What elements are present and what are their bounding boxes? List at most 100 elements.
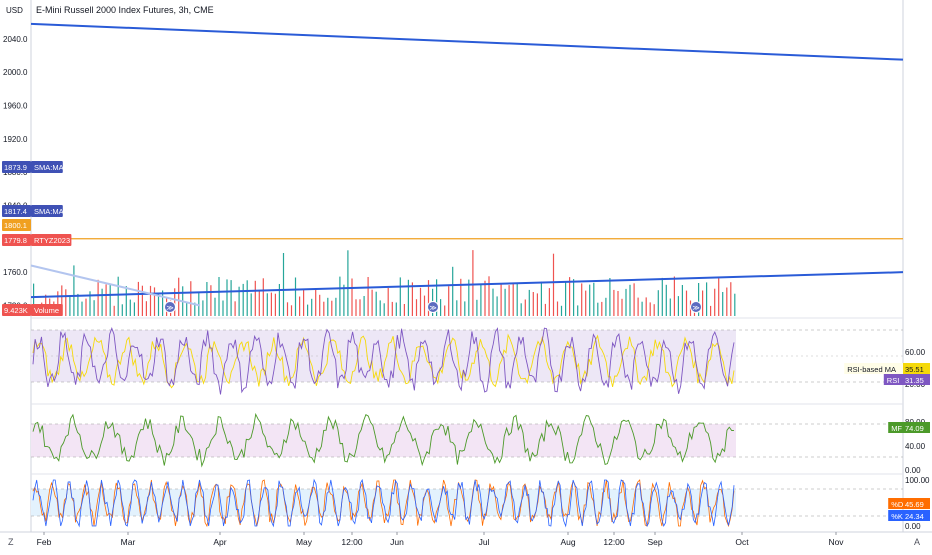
time-tick-label: Aug	[560, 537, 575, 547]
volume-bar	[548, 288, 550, 316]
volume-bar	[528, 289, 530, 316]
volume-bar	[149, 285, 152, 316]
volume-bar	[174, 288, 176, 316]
volume-bar	[383, 303, 385, 316]
time-tick-label: 12:00	[603, 537, 625, 547]
volume-bar	[61, 285, 63, 316]
volume-bar	[436, 279, 438, 316]
event-marker[interactable]: ≫	[690, 301, 702, 313]
volume-bar	[230, 280, 232, 316]
currency-label: USD	[6, 6, 23, 15]
trendline[interactable]	[30, 22, 904, 61]
volume-bar	[444, 305, 446, 316]
indicator-badge-value-bg	[903, 510, 930, 521]
indicator-badge-label-bg	[888, 422, 903, 433]
timezone-icon[interactable]: Z	[8, 537, 14, 547]
badge-layer: 1873.9 SMA:MA 1817.4 SMA:MA 1800.1 1779.8 RTYZ…	[2, 161, 930, 521]
price-tick-label: 1960.0	[3, 102, 28, 111]
volume-bar	[403, 304, 405, 316]
volume-bar	[286, 302, 289, 316]
volume-bar	[504, 288, 506, 316]
indicator-badge-value-bg	[903, 422, 930, 433]
auto-scale-button[interactable]: A	[914, 537, 920, 547]
volume-bar	[532, 292, 534, 316]
time-tick-label: Mar	[121, 537, 136, 547]
volume-bar	[101, 288, 103, 316]
trendline[interactable]	[30, 271, 904, 299]
event-marker-icon: ≫	[166, 305, 173, 312]
mfi-band	[31, 424, 736, 457]
volume-bar	[178, 277, 180, 316]
volume-bar	[601, 301, 603, 316]
rsi-line	[32, 326, 735, 395]
price-tick-label: 2000.0	[3, 68, 28, 77]
volume-bar	[423, 295, 426, 316]
volume-bar	[560, 305, 563, 316]
volume-bar	[540, 281, 542, 316]
volume-bar	[210, 285, 212, 316]
indicator-badge-label: RSI	[887, 376, 900, 385]
volume-bar	[734, 293, 736, 316]
volume-bar	[730, 282, 732, 316]
indicator-badge-label: RSI-based MA	[847, 365, 896, 374]
volume-bar	[141, 285, 143, 316]
rsi-ma-line	[32, 333, 735, 389]
event-marker-circle[interactable]	[164, 301, 176, 313]
volume-bar	[665, 284, 667, 316]
volume-bar	[343, 284, 345, 316]
volume-bar	[93, 300, 95, 316]
volume-bar	[299, 296, 301, 316]
volume-bar	[282, 253, 285, 316]
volume-bar	[613, 289, 615, 316]
price-badge-tag: SMA:MA	[34, 207, 64, 216]
price-layer	[30, 22, 904, 307]
volume-bar	[419, 287, 422, 316]
volume-bar	[81, 301, 83, 316]
event-marker[interactable]: ≫	[427, 301, 439, 313]
volume-bar	[492, 288, 494, 316]
volume-bar	[327, 297, 329, 316]
rsi-tick-label: 60.00	[905, 348, 926, 357]
volume-bar	[202, 300, 204, 316]
event-marker-circle[interactable]	[427, 301, 439, 313]
volume-bar	[399, 277, 401, 316]
indicator-badge-value-bg	[903, 498, 930, 509]
price-badge	[2, 161, 31, 173]
volume-bar	[565, 281, 567, 316]
price-badge	[2, 234, 31, 246]
stoch-k-line	[32, 478, 735, 528]
indicator-layer	[32, 326, 735, 528]
volume-bar	[726, 287, 728, 316]
volume-bar	[581, 283, 583, 316]
volume-bar	[331, 300, 333, 316]
volume-bar	[226, 279, 228, 316]
time-tick-label: Jul	[479, 537, 490, 547]
volume-bar	[113, 305, 115, 316]
event-marker-icon: ≫	[429, 305, 436, 312]
event-marker-circle[interactable]	[690, 301, 702, 313]
volume-bar	[117, 276, 119, 316]
volume-bar	[274, 293, 276, 316]
volume-bar	[629, 284, 631, 316]
volume-bar	[702, 290, 704, 316]
volume-bar	[556, 301, 559, 316]
volume-bar	[677, 296, 679, 316]
volume-bar	[89, 291, 91, 316]
indicator-badge-value: 35.51	[905, 365, 924, 374]
volume-bar	[427, 280, 430, 316]
volume-bar	[218, 277, 220, 316]
volume-bar	[33, 283, 35, 316]
price-badge	[2, 205, 31, 217]
volume-bar	[395, 302, 397, 316]
volume-bar	[359, 299, 361, 316]
volume-bar	[162, 290, 164, 316]
volume-bar	[73, 265, 75, 316]
indicator-badge-value: 74.09	[905, 424, 924, 433]
volume-bar	[355, 299, 357, 316]
volume-bar	[222, 300, 224, 316]
event-marker[interactable]: ≫	[164, 301, 176, 313]
volume-bar	[633, 283, 635, 316]
indicator-badge-value: 31.35	[905, 376, 924, 385]
